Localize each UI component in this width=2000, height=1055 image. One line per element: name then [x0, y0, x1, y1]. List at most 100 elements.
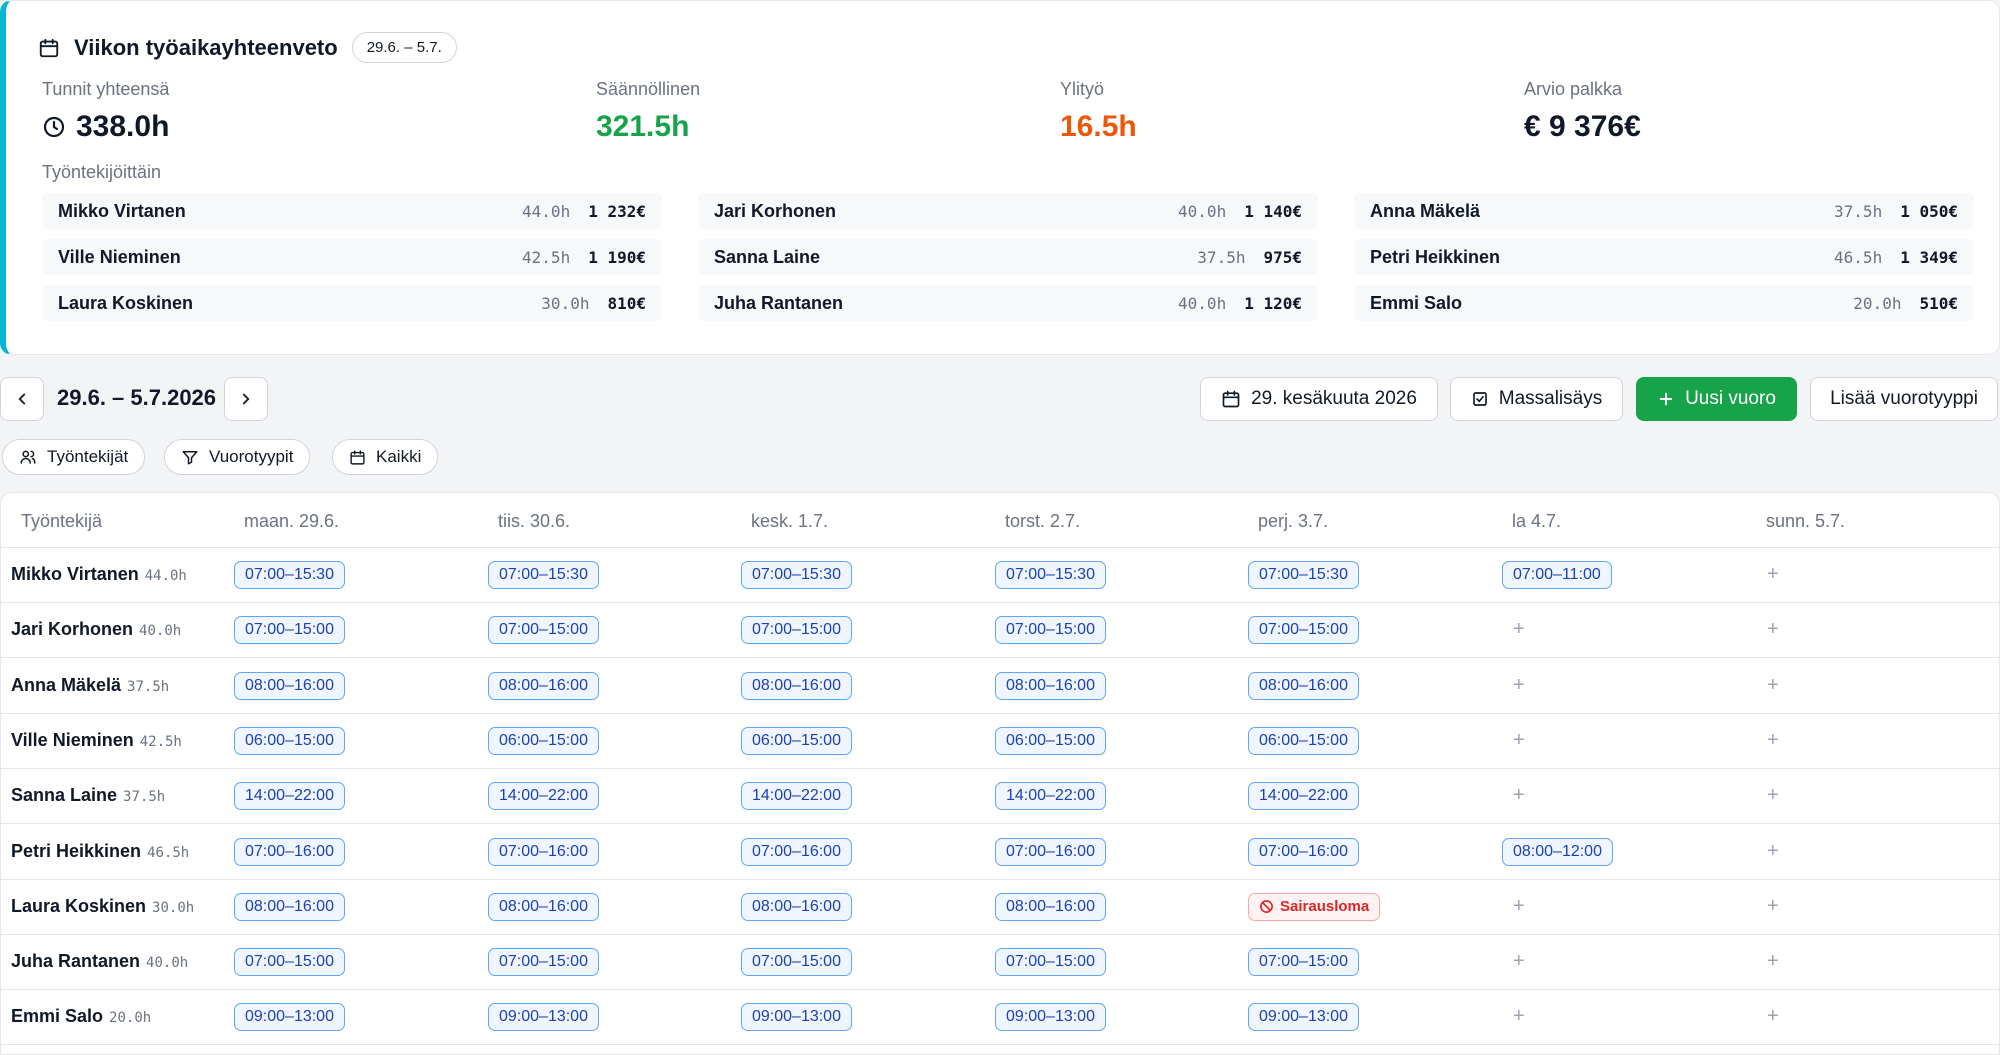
- add-shift-type-button[interactable]: Lisää vuorotyyppi: [1810, 377, 1998, 421]
- day-column-header: kesk. 1.7.: [751, 511, 829, 531]
- stat-overtime: Ylityö 16.5h: [1060, 79, 1137, 144]
- employee-summary-item: Emmi Salo 20.0h 510€: [1354, 285, 1974, 321]
- shift-chip[interactable]: 08:00–16:00: [741, 892, 852, 921]
- shift-chip[interactable]: 07:00–15:00: [234, 948, 345, 977]
- shift-chip[interactable]: 07:00–15:00: [234, 616, 345, 645]
- shift-chip[interactable]: 07:00–15:00: [1248, 948, 1359, 977]
- day-column-header: torst. 2.7.: [1005, 511, 1081, 531]
- employee-hours: 40.0h: [139, 623, 182, 640]
- shift-chip[interactable]: 07:00–16:00: [488, 837, 599, 866]
- shift-chip[interactable]: 06:00–15:00: [1248, 726, 1359, 755]
- employee-summary-item: Ville Nieminen 42.5h 1 190€: [42, 239, 662, 275]
- shift-types-filter-label: Vuorotyypit: [209, 447, 294, 466]
- employee-name: Anna Mäkelä: [1370, 200, 1481, 221]
- add-shift-plus[interactable]: +: [1767, 894, 1779, 917]
- row-employee-name: Petri Heikkinen 46.5h: [11, 841, 189, 862]
- add-shift-plus[interactable]: +: [1767, 839, 1779, 862]
- add-shift-plus[interactable]: +: [1767, 950, 1779, 973]
- add-shift-plus[interactable]: +: [1767, 618, 1779, 641]
- shift-chip[interactable]: 08:00–16:00: [234, 892, 345, 921]
- employee-summary-item: Petri Heikkinen 46.5h 1 349€: [1354, 239, 1974, 275]
- add-shift-plus[interactable]: +: [1767, 563, 1779, 585]
- add-shift-plus[interactable]: +: [1767, 728, 1779, 751]
- shift-chip[interactable]: 07:00–16:00: [741, 837, 852, 866]
- schedule-table: Työntekijä maan. 29.6. tiis. 30.6. kesk. 1…: [0, 492, 2000, 1055]
- shift-chip[interactable]: 07:00–15:00: [995, 616, 1106, 645]
- day-column-header: maan. 29.6.: [244, 511, 340, 531]
- shift-chip[interactable]: 09:00–13:00: [741, 1003, 852, 1032]
- checkbox-icon: [1471, 390, 1489, 408]
- employee-name: Emmi Salo: [1370, 292, 1463, 313]
- shift-chip[interactable]: 07:00–15:00: [741, 616, 852, 645]
- employee-pay: 1 050€: [1900, 201, 1958, 221]
- shift-chip[interactable]: 07:00–15:30: [741, 561, 852, 589]
- add-shift-plus[interactable]: +: [1767, 784, 1779, 807]
- add-shift-plus[interactable]: +: [1513, 728, 1525, 751]
- shift-chip[interactable]: 14:00–22:00: [234, 782, 345, 811]
- shift-chip[interactable]: 06:00–15:00: [234, 726, 345, 755]
- prev-week-button[interactable]: [0, 377, 44, 421]
- employee-hours: 44.0h: [522, 201, 571, 221]
- add-shift-plus[interactable]: +: [1513, 784, 1525, 807]
- shift-chip[interactable]: 09:00–13:00: [234, 1003, 345, 1032]
- next-week-button[interactable]: [224, 377, 268, 421]
- bulk-add-button[interactable]: Massalisäys: [1450, 377, 1623, 421]
- shift-chip[interactable]: 07:00–15:00: [1248, 616, 1359, 645]
- add-shift-plus[interactable]: +: [1513, 894, 1525, 917]
- all-filter-button[interactable]: Kaikki: [332, 439, 439, 475]
- stat-label: Arvio palkka: [1524, 79, 1623, 99]
- shift-chip[interactable]: 07:00–15:00: [995, 948, 1106, 977]
- shift-chip[interactable]: 08:00–12:00: [1502, 837, 1613, 866]
- shift-chip[interactable]: 06:00–15:00: [488, 726, 599, 755]
- add-shift-plus[interactable]: +: [1513, 673, 1525, 696]
- stat-value: 321.5h: [596, 110, 690, 143]
- employee-hours: 46.5h: [1834, 247, 1883, 267]
- new-shift-button[interactable]: Uusi vuoro: [1636, 377, 1797, 421]
- shift-chip[interactable]: 07:00–16:00: [995, 837, 1106, 866]
- shift-types-filter-button[interactable]: Vuorotyypit: [164, 439, 311, 475]
- employee-pay: 1 190€: [588, 247, 646, 267]
- shift-chip[interactable]: 07:00–15:00: [488, 948, 599, 977]
- add-shift-plus[interactable]: +: [1513, 950, 1525, 973]
- shift-chip[interactable]: 06:00–15:00: [995, 726, 1106, 755]
- row-employee-name: Anna Mäkelä 37.5h: [11, 675, 169, 696]
- shift-chip[interactable]: 08:00–16:00: [995, 671, 1106, 700]
- shift-chip[interactable]: 08:00–16:00: [1248, 671, 1359, 700]
- shift-chip[interactable]: 09:00–13:00: [995, 1003, 1106, 1032]
- schedule-toolbar: 29.6. – 5.7.2026 29. kesäkuuta 2026 Mass…: [0, 377, 2000, 421]
- sick-leave-badge[interactable]: Sairausloma: [1248, 892, 1381, 921]
- add-shift-plus[interactable]: +: [1513, 618, 1525, 641]
- shift-chip[interactable]: 08:00–16:00: [234, 671, 345, 700]
- employee-hours: 44.0h: [144, 568, 187, 584]
- shift-chip[interactable]: 07:00–15:30: [234, 561, 345, 589]
- shift-chip[interactable]: 07:00–11:00: [1502, 561, 1612, 589]
- shift-chip[interactable]: 07:00–15:30: [995, 561, 1106, 589]
- shift-chip[interactable]: 08:00–16:00: [488, 892, 599, 921]
- add-shift-plus[interactable]: +: [1767, 673, 1779, 696]
- shift-chip[interactable]: 07:00–15:30: [488, 561, 599, 589]
- add-shift-plus[interactable]: +: [1767, 1005, 1779, 1028]
- shift-chip[interactable]: 07:00–16:00: [1248, 837, 1359, 866]
- shift-chip[interactable]: 07:00–15:30: [1248, 561, 1359, 589]
- add-shift-plus[interactable]: +: [1513, 1005, 1525, 1028]
- shift-chip[interactable]: 07:00–16:00: [234, 837, 345, 866]
- shift-chip[interactable]: 14:00–22:00: [995, 782, 1106, 811]
- shift-chip[interactable]: 06:00–15:00: [741, 726, 852, 755]
- employee-name: Laura Koskinen: [58, 292, 194, 313]
- shift-chip[interactable]: 14:00–22:00: [1248, 782, 1359, 811]
- users-icon: [19, 448, 37, 466]
- shift-chip[interactable]: 14:00–22:00: [741, 782, 852, 811]
- date-picker-button[interactable]: 29. kesäkuuta 2026: [1200, 377, 1438, 421]
- shift-chip[interactable]: 08:00–16:00: [741, 671, 852, 700]
- shift-chip[interactable]: 08:00–16:00: [995, 892, 1106, 921]
- shift-chip[interactable]: 07:00–15:00: [741, 948, 852, 977]
- summary-title: Viikon työaikayhteenveto: [74, 34, 338, 60]
- employees-filter-button[interactable]: Työntekijät: [2, 439, 146, 475]
- shift-chip[interactable]: 09:00–13:00: [1248, 1003, 1359, 1032]
- employee-name: Sanna Laine: [714, 246, 821, 267]
- shift-chip[interactable]: 14:00–22:00: [488, 782, 599, 811]
- shift-chip[interactable]: 07:00–15:00: [488, 616, 599, 645]
- shift-chip[interactable]: 09:00–13:00: [488, 1003, 599, 1032]
- employee-pay: 1 140€: [1244, 201, 1302, 221]
- shift-chip[interactable]: 08:00–16:00: [488, 671, 599, 700]
